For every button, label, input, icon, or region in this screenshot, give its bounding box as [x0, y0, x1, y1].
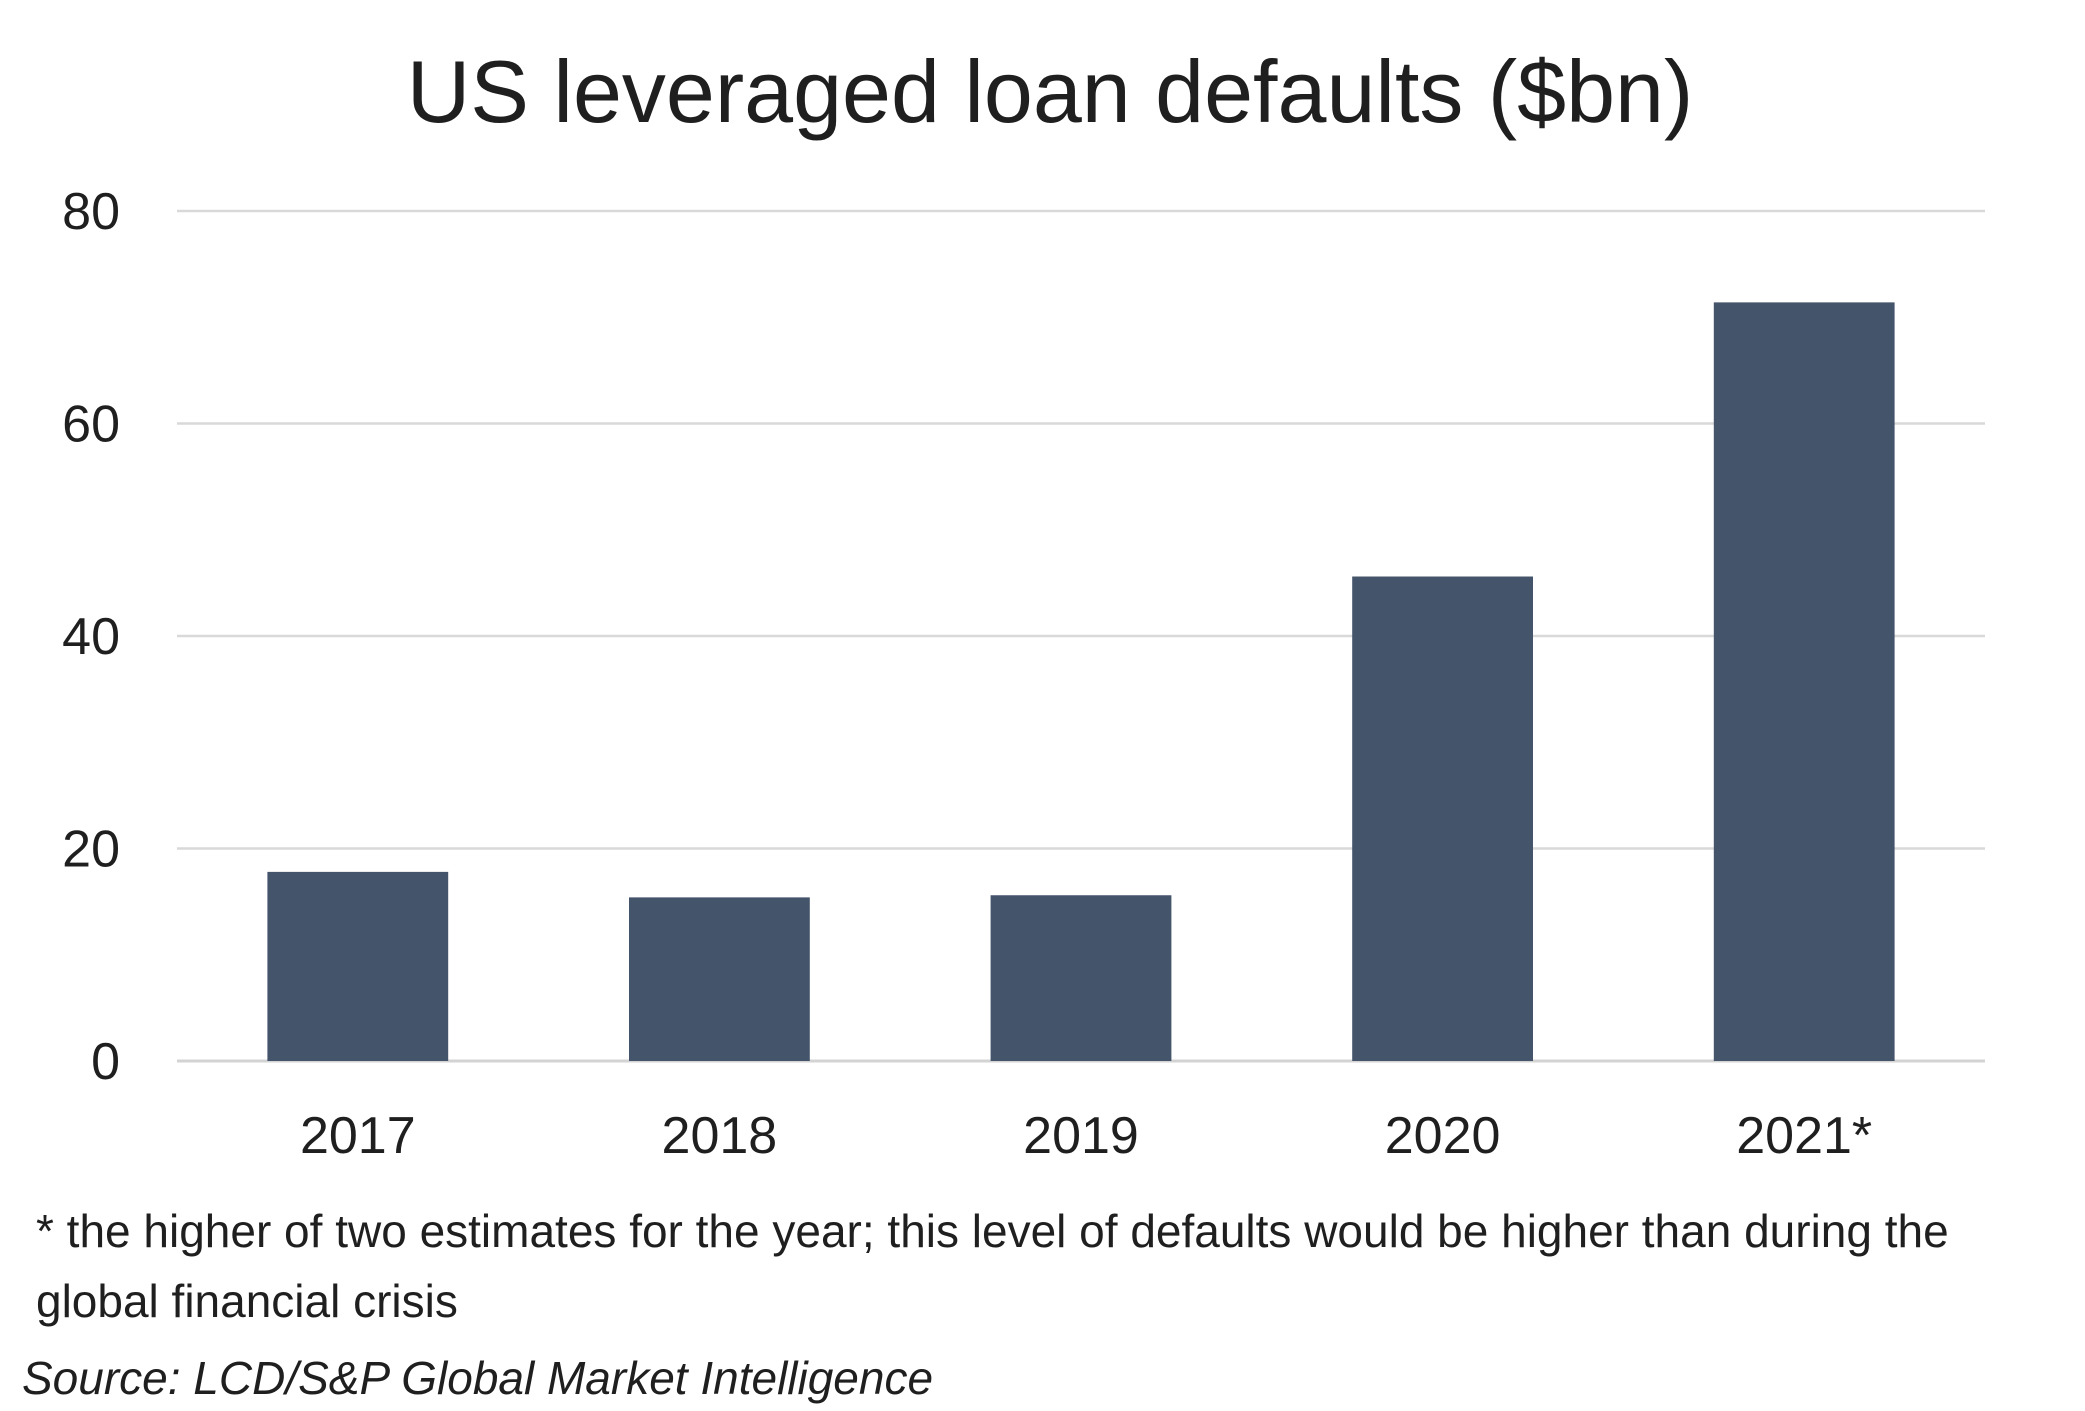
- source-note: Source: LCD/S&P Global Market Intelligen…: [22, 1352, 934, 1404]
- y-gridlines: [177, 209, 1985, 1063]
- bar-2017: [267, 871, 449, 1061]
- chart-footnote: * the higher of two estimates for the ye…: [36, 1205, 1949, 1327]
- bar-2019: [990, 895, 1172, 1061]
- x-tick-label-2020: 2020: [1385, 1107, 1501, 1165]
- y-tick-label-20: 20: [62, 821, 120, 879]
- y-tick-label-60: 60: [62, 396, 120, 454]
- x-tick-label-2018: 2018: [662, 1107, 778, 1165]
- y-tick-label-0: 0: [91, 1033, 120, 1091]
- y-tick-labels: 0 20 40 60 80: [62, 183, 120, 1091]
- x-tick-label-2021: 2021*: [1736, 1107, 1872, 1165]
- bar-2018: [629, 897, 810, 1061]
- x-tick-label-2019: 2019: [1023, 1107, 1139, 1165]
- x-tick-label-2017: 2017: [300, 1107, 416, 1165]
- bar-2021: [1713, 302, 1895, 1061]
- chart-title: US leveraged loan defaults ($bn): [407, 42, 1694, 141]
- bars: [267, 302, 1895, 1061]
- x-tick-labels: 2017 2018 2019 2020 2021*: [300, 1107, 1872, 1165]
- y-tick-label-40: 40: [62, 608, 120, 666]
- y-tick-label-80: 80: [62, 183, 120, 241]
- bar-2020: [1352, 576, 1533, 1061]
